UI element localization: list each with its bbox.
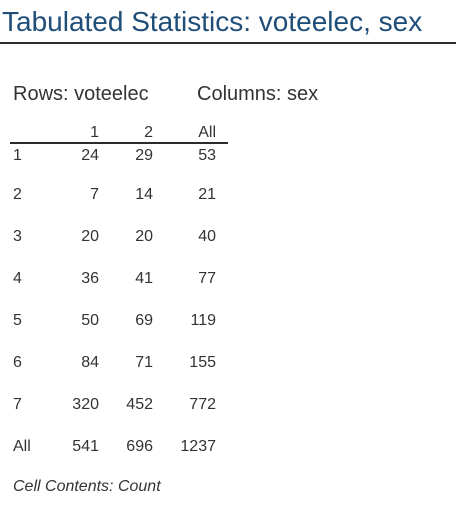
columns-label: Columns: sex <box>197 83 319 105</box>
table-cell: 14 <box>135 186 153 203</box>
table-row: 5 50 69 119 <box>10 312 228 354</box>
table-cell: 1237 <box>180 438 216 455</box>
row-header: 6 <box>13 354 22 371</box>
table-row: 3 20 20 40 <box>10 228 228 270</box>
table-row-total: All 541 696 1237 <box>10 438 228 480</box>
page-title: Tabulated Statistics: voteelec, sex <box>0 0 456 44</box>
rows-label: Rows: voteelec <box>13 83 149 105</box>
table-row: 6 84 71 155 <box>10 354 228 396</box>
column-header-all: All <box>153 120 228 144</box>
table-cell: 36 <box>81 270 99 287</box>
table-row: 4 36 41 77 <box>10 270 228 312</box>
column-header-1: 1 <box>41 120 99 144</box>
table-cell: 696 <box>126 438 153 455</box>
table-cell: 24 <box>81 147 99 164</box>
table-cell: 772 <box>189 396 216 413</box>
table-cell: 29 <box>135 147 153 164</box>
table-cell: 69 <box>135 312 153 329</box>
table-cell: 40 <box>198 228 216 245</box>
table-cell: 155 <box>189 354 216 371</box>
table-cell: 541 <box>72 438 99 455</box>
row-header: 4 <box>13 270 22 287</box>
tabulated-statistics-table: 1 2 All 1 24 29 53 2 7 14 21 3 20 20 40 … <box>10 120 228 480</box>
header-corner <box>10 120 41 144</box>
table-cell: 20 <box>135 228 153 245</box>
table-cell: 320 <box>72 396 99 413</box>
row-header: 7 <box>13 396 22 413</box>
row-header: 5 <box>13 312 22 329</box>
table-cell: 7 <box>90 186 99 203</box>
table-cell: 53 <box>198 147 216 164</box>
table-header-row: 1 2 All <box>10 120 228 144</box>
row-header: 3 <box>13 228 22 245</box>
table-cell: 21 <box>198 186 216 203</box>
cell-contents-note: Cell Contents: Count <box>13 478 161 495</box>
table-cell: 77 <box>198 270 216 287</box>
table-row: 7 320 452 772 <box>10 396 228 438</box>
table-cell: 20 <box>81 228 99 245</box>
table-cell: 119 <box>190 312 216 329</box>
table-cell: 71 <box>135 354 153 371</box>
row-header: 2 <box>13 186 22 203</box>
table-row: 1 24 29 53 <box>10 143 228 186</box>
table-cell: 50 <box>81 312 99 329</box>
table-row: 2 7 14 21 <box>10 186 228 228</box>
table-cell: 41 <box>135 270 153 287</box>
table-cell: 84 <box>81 354 99 371</box>
row-header: All <box>13 438 31 455</box>
column-header-2: 2 <box>99 120 153 144</box>
table-cell: 452 <box>126 396 153 413</box>
row-header: 1 <box>13 147 22 164</box>
